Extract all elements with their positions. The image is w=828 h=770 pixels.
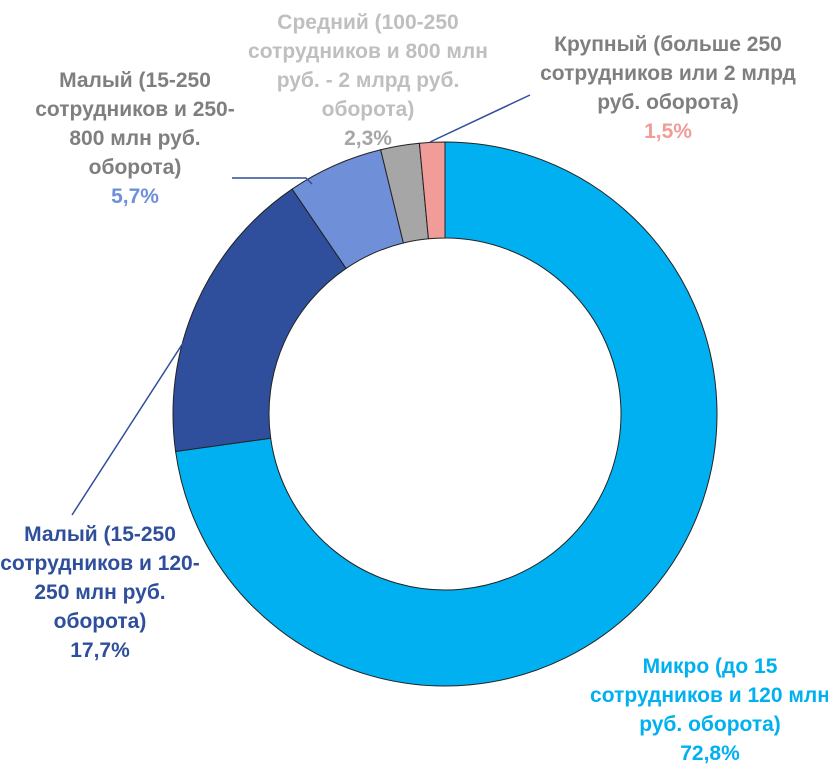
slice-label: Микро (до 15 сотрудников и 120 млн руб. … [585, 652, 828, 768]
slice-label: Малый (15-250 сотрудников и 250-800 млн … [28, 66, 243, 211]
leader-line [232, 177, 313, 185]
slice [172, 188, 347, 453]
value-label: 2,3% [344, 127, 392, 150]
slice-label: Крупный (больше 250 сотрудников или 2 мл… [523, 30, 813, 146]
category-label: Крупный (больше 250 сотрудников или 2 мл… [540, 33, 796, 114]
value-label: 17,7% [70, 639, 130, 662]
slice [418, 141, 446, 240]
value-label: 72,8% [680, 742, 740, 765]
slice-label: Малый (15-250 сотрудников и 120-250 млн … [0, 520, 200, 665]
slice [175, 141, 718, 687]
leader-line [71, 342, 184, 516]
value-label: 1,5% [644, 120, 692, 143]
value-label: 5,7% [111, 185, 159, 208]
category-label: Средний (100-250 сотрудников и 800 млн р… [248, 11, 488, 121]
slice-label: Средний (100-250 сотрудников и 800 млн р… [241, 8, 496, 153]
category-label: Малый (15-250 сотрудников и 120-250 млн … [0, 523, 200, 633]
category-label: Микро (до 15 сотрудников и 120 млн руб. … [590, 655, 828, 736]
category-label: Малый (15-250 сотрудников и 250-800 млн … [35, 69, 235, 179]
leader-line [429, 94, 531, 143]
